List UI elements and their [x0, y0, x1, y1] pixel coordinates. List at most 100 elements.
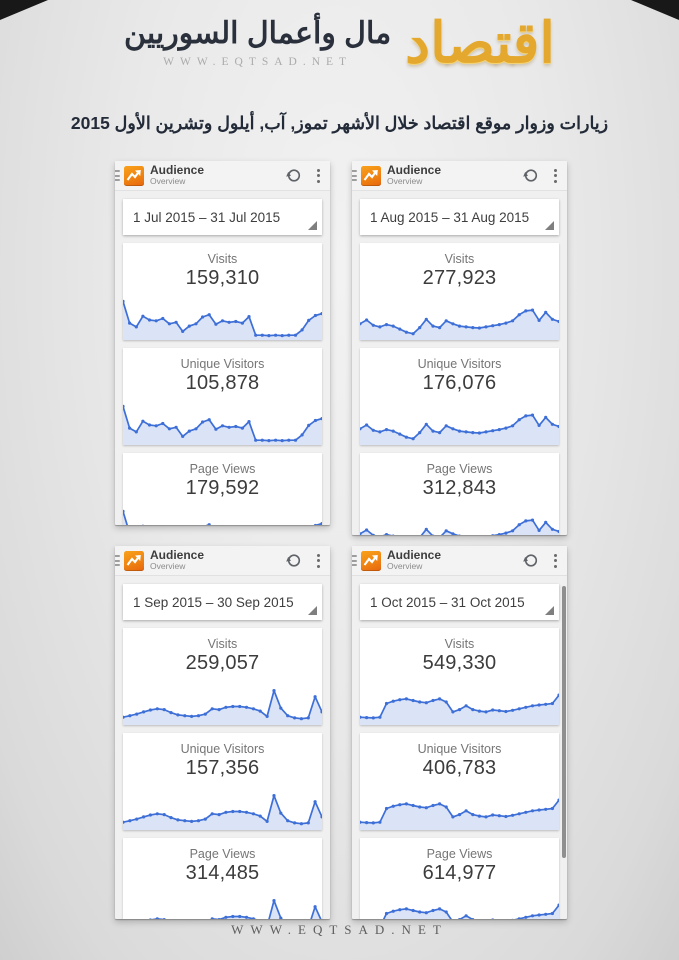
- hamburger-menu-icon[interactable]: [115, 555, 120, 566]
- metric-value: 179,592: [185, 477, 260, 499]
- metric-panel-unique-visitors: Unique Visitors 157,356: [123, 733, 322, 830]
- metric-panel-page-views: Page Views 179,592: [123, 453, 322, 525]
- visits-sparkline-chart: [360, 308, 559, 340]
- analytics-card-august: Audience Overview 1 Aug 2015 – 31 Aug 20…: [352, 161, 567, 535]
- audience-title: Audience: [387, 163, 442, 178]
- resize-grip-icon: [545, 606, 554, 615]
- metric-label: Unique Visitors: [180, 357, 265, 371]
- corner-ribbon-right: [631, 0, 679, 20]
- overflow-menu-icon[interactable]: [551, 552, 560, 570]
- analytics-card-october: Audience Overview 1 Oct 2015 – 31 Oct 20…: [352, 546, 567, 919]
- metric-value: 259,057: [185, 652, 260, 674]
- metric-panel-page-views: Page Views 614,977: [360, 838, 559, 919]
- app-header: Audience Overview: [115, 546, 330, 576]
- metric-panel-visits: Visits 549,330: [360, 628, 559, 725]
- visits-sparkline-chart: [360, 693, 559, 725]
- metric-label: Visits: [207, 637, 238, 651]
- metric-panel-visits: Visits 159,310: [123, 243, 322, 340]
- overview-subtitle: Overview: [387, 176, 423, 187]
- overview-subtitle: Overview: [150, 176, 186, 187]
- metric-label: Visits: [207, 252, 238, 266]
- resize-grip-icon: [308, 606, 317, 615]
- date-range-label: 1 Oct 2015 – 31 Oct 2015: [370, 594, 525, 610]
- metric-label: Page Views: [426, 847, 493, 861]
- metric-value: 614,977: [422, 862, 497, 884]
- app-header: Audience Overview: [352, 546, 567, 576]
- metric-panel-visits: Visits 277,923: [360, 243, 559, 340]
- metric-value: 406,783: [422, 757, 497, 779]
- metric-value: 549,330: [422, 652, 497, 674]
- metric-panel-page-views: Page Views 312,843: [360, 453, 559, 535]
- refresh-icon[interactable]: [520, 165, 541, 186]
- app-header: Audience Overview: [115, 161, 330, 191]
- metric-panel-unique-visitors: Unique Visitors 406,783: [360, 733, 559, 830]
- footer-url: WWW.EQTSAD.NET: [231, 922, 448, 937]
- analytics-logo-icon: [124, 550, 144, 571]
- overflow-menu-icon[interactable]: [314, 552, 323, 570]
- hamburger-menu-icon[interactable]: [352, 170, 357, 181]
- brand-url: WWW.EQTSAD.NET: [163, 56, 353, 69]
- metric-panel-unique-visitors: Unique Visitors 176,076: [360, 348, 559, 445]
- brand-header: اقتصاد مال وأعمال السوريين WWW.EQTSAD.NE…: [0, 11, 679, 74]
- analytics-logo-icon: [361, 550, 381, 571]
- visits-sparkline-chart: [123, 689, 322, 725]
- unique-visitors-sparkline-chart: [123, 794, 322, 830]
- date-range-selector[interactable]: 1 Oct 2015 – 31 Oct 2015: [360, 584, 559, 620]
- page-views-sparkline-chart: [360, 518, 559, 535]
- metric-label: Unique Visitors: [180, 742, 265, 756]
- analytics-logo-icon: [361, 165, 381, 186]
- refresh-icon[interactable]: [283, 550, 304, 571]
- metric-value: 105,878: [185, 372, 260, 394]
- page-views-sparkline-chart: [149, 899, 322, 919]
- overflow-menu-icon[interactable]: [551, 167, 560, 185]
- brand-title: مال وأعمال السوريين: [124, 16, 392, 50]
- corner-ribbon-left: [0, 0, 48, 20]
- metric-label: Unique Visitors: [417, 742, 502, 756]
- overflow-menu-icon[interactable]: [314, 167, 323, 185]
- metric-panel-visits: Visits 259,057: [123, 628, 322, 725]
- hamburger-menu-icon[interactable]: [352, 555, 357, 566]
- date-range-selector[interactable]: 1 Aug 2015 – 31 Aug 2015: [360, 199, 559, 235]
- page-views-sparkline-chart: [123, 509, 322, 525]
- audience-title: Audience: [150, 548, 205, 563]
- metric-panel-page-views: Page Views 314,485: [123, 838, 322, 919]
- metric-label: Visits: [444, 637, 475, 651]
- metric-value: 277,923: [422, 267, 497, 289]
- visits-sparkline-chart: [123, 299, 322, 340]
- metric-panel-unique-visitors: Unique Visitors 105,878: [123, 348, 322, 445]
- poster-headline: زيارات وزوار موقع اقتصاد خلال الأشهر تمو…: [70, 113, 609, 133]
- date-range-label: 1 Jul 2015 – 31 Jul 2015: [133, 209, 281, 225]
- metric-value: 176,076: [422, 372, 497, 394]
- unique-visitors-sparkline-chart: [123, 404, 322, 445]
- overview-subtitle: Overview: [387, 561, 423, 572]
- analytics-logo-icon: [124, 165, 144, 186]
- date-range-selector[interactable]: 1 Sep 2015 – 30 Sep 2015: [123, 584, 322, 620]
- unique-visitors-sparkline-chart: [360, 413, 559, 445]
- metric-value: 314,485: [185, 862, 260, 884]
- metric-label: Page Views: [189, 462, 256, 476]
- date-range-selector[interactable]: 1 Jul 2015 – 31 Jul 2015: [123, 199, 322, 235]
- refresh-icon[interactable]: [520, 550, 541, 571]
- resize-grip-icon: [545, 221, 554, 230]
- metric-value: 159,310: [185, 267, 260, 289]
- analytics-card-july: Audience Overview 1 Jul 2015 – 31 Jul 20…: [115, 161, 330, 525]
- app-header: Audience Overview: [352, 161, 567, 191]
- resize-grip-icon: [308, 221, 317, 230]
- metric-label: Page Views: [189, 847, 256, 861]
- hamburger-menu-icon[interactable]: [115, 170, 120, 181]
- metric-label: Page Views: [426, 462, 493, 476]
- date-range-label: 1 Aug 2015 – 31 Aug 2015: [370, 209, 530, 225]
- overview-subtitle: Overview: [150, 561, 186, 572]
- date-range-label: 1 Sep 2015 – 30 Sep 2015: [133, 594, 294, 610]
- audience-title: Audience: [387, 548, 442, 563]
- metric-value: 157,356: [185, 757, 260, 779]
- analytics-card-september: Audience Overview 1 Sep 2015 – 30 Sep 20…: [115, 546, 330, 919]
- scrollbar-thumb[interactable]: [562, 586, 566, 858]
- metric-label: Visits: [444, 252, 475, 266]
- brand-logo-calligraphy: اقتصاد: [405, 11, 555, 74]
- refresh-icon[interactable]: [283, 165, 304, 186]
- audience-title: Audience: [150, 163, 205, 178]
- metric-label: Unique Visitors: [417, 357, 502, 371]
- metric-value: 312,843: [422, 477, 497, 499]
